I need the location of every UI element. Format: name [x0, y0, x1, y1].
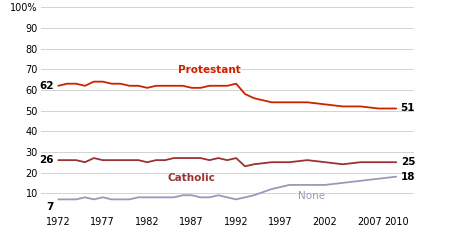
Text: None: None [298, 191, 325, 201]
Text: 25: 25 [400, 157, 415, 167]
Text: 51: 51 [400, 104, 415, 113]
Text: 62: 62 [39, 81, 54, 91]
Text: 7: 7 [46, 202, 54, 212]
Text: Catholic: Catholic [168, 173, 216, 182]
Text: Protestant: Protestant [178, 65, 241, 75]
Text: 18: 18 [400, 172, 415, 182]
Text: 26: 26 [39, 155, 54, 165]
